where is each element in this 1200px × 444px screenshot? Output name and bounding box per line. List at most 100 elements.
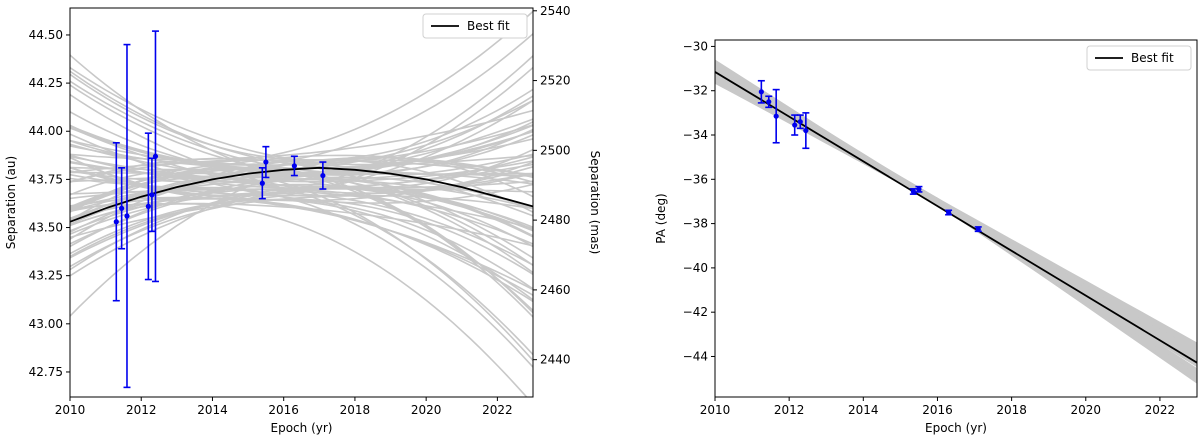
sample-curve xyxy=(715,68,1197,348)
sample-curve xyxy=(70,198,533,303)
sample-curve xyxy=(70,196,533,291)
y-tick-label: 44.00 xyxy=(29,124,63,138)
y-tick-label: −40 xyxy=(683,261,708,275)
sample-curve xyxy=(715,63,1197,384)
sample-curve xyxy=(70,155,533,183)
data-marker xyxy=(259,180,265,186)
sample-curve xyxy=(715,60,1197,350)
sample-curve xyxy=(715,78,1197,378)
y-tick-label: 43.25 xyxy=(29,269,63,283)
x-tick-label: 2022 xyxy=(1145,403,1176,417)
x-tick-label: 2010 xyxy=(700,403,731,417)
x-axis-label: Epoch (yr) xyxy=(925,421,987,435)
plot-area xyxy=(715,59,1197,384)
data-point xyxy=(909,188,917,195)
x-tick-label: 2012 xyxy=(774,403,805,417)
sample-curve xyxy=(715,76,1197,360)
sample-curve xyxy=(70,175,533,238)
sample-curve xyxy=(715,67,1197,357)
x-tick-label: 2018 xyxy=(340,403,371,417)
data-point xyxy=(796,114,804,130)
data-marker xyxy=(916,186,922,192)
data-point xyxy=(802,112,810,150)
data-marker xyxy=(792,122,798,128)
data-marker xyxy=(145,203,151,209)
sample-curve xyxy=(70,143,533,181)
data-marker xyxy=(149,192,155,198)
sample-curve xyxy=(715,78,1197,379)
plot-area xyxy=(70,10,533,397)
sample-curve xyxy=(715,68,1197,345)
sample-curve xyxy=(715,78,1197,356)
sample-curve xyxy=(715,77,1197,364)
sample-curve xyxy=(70,54,533,189)
y-tick-label: −38 xyxy=(683,217,708,231)
sample-curve xyxy=(715,81,1197,381)
legend: Best fit xyxy=(422,13,528,39)
data-point xyxy=(151,30,159,283)
sample-curve xyxy=(70,173,533,183)
data-point xyxy=(757,79,765,104)
data-marker xyxy=(113,219,119,225)
y-right-tick-label: 2480 xyxy=(540,213,571,227)
sample-curve xyxy=(70,80,533,174)
sample-curve xyxy=(715,71,1197,359)
x-tick-label: 2020 xyxy=(411,403,442,417)
data-marker xyxy=(797,119,803,125)
x-axis-label: Epoch (yr) xyxy=(271,421,333,435)
plot-frame xyxy=(69,7,534,398)
sample-curve xyxy=(715,62,1197,379)
x-tick-label: 2012 xyxy=(126,403,157,417)
sample-curve xyxy=(715,62,1197,378)
sample-curve xyxy=(715,67,1197,357)
y-right-tick-label: 2500 xyxy=(540,143,571,157)
sample-curve xyxy=(70,66,533,200)
sample-curve xyxy=(715,75,1197,356)
sample-curve xyxy=(715,69,1197,376)
data-marker xyxy=(124,213,130,219)
data-marker xyxy=(152,153,159,159)
y-tick-label: 44.25 xyxy=(29,76,63,90)
sample-curve xyxy=(715,68,1197,377)
sample-curve xyxy=(715,65,1197,361)
x-tick-label: 2016 xyxy=(922,403,953,417)
y-tick-label: 44.50 xyxy=(29,28,63,42)
sample-curve xyxy=(715,73,1197,359)
legend-box xyxy=(1086,45,1192,71)
sample-curve xyxy=(715,66,1197,354)
data-point xyxy=(945,209,953,216)
legend-label: Best fit xyxy=(1131,51,1174,65)
y-tick-label: −32 xyxy=(683,84,708,98)
sample-curve xyxy=(715,59,1197,359)
sample-curve xyxy=(715,76,1197,380)
legend-label: Best fit xyxy=(467,19,510,33)
data-marker xyxy=(291,163,297,169)
sample-curve xyxy=(715,72,1197,371)
sample-curve xyxy=(70,203,528,397)
data-marker xyxy=(910,188,916,195)
y-tick-label: 43.00 xyxy=(29,317,63,331)
data-point xyxy=(258,167,266,200)
data-marker xyxy=(803,127,809,134)
data-point xyxy=(765,95,773,109)
x-tick-label: 2022 xyxy=(482,403,513,417)
legend: Best fit xyxy=(1086,45,1192,71)
y-tick-label: −34 xyxy=(683,128,708,142)
data-marker xyxy=(975,226,981,232)
data-point xyxy=(118,167,126,250)
y-right-tick-label: 2540 xyxy=(540,4,571,18)
sample-curve xyxy=(715,63,1197,357)
sample-curve xyxy=(70,124,533,174)
sample-curve xyxy=(715,68,1197,356)
sample-curve xyxy=(70,187,533,259)
data-marker xyxy=(766,99,772,105)
sample-curve xyxy=(70,159,533,240)
y-right-tick-label: 2460 xyxy=(540,283,571,297)
sample-curve xyxy=(715,63,1197,365)
sample-curve xyxy=(715,66,1197,358)
sample-curve xyxy=(715,76,1197,379)
x-tick-label: 2020 xyxy=(1070,403,1101,417)
data-point xyxy=(915,185,923,193)
best-fit-line xyxy=(70,166,533,223)
data-marker xyxy=(119,205,125,211)
